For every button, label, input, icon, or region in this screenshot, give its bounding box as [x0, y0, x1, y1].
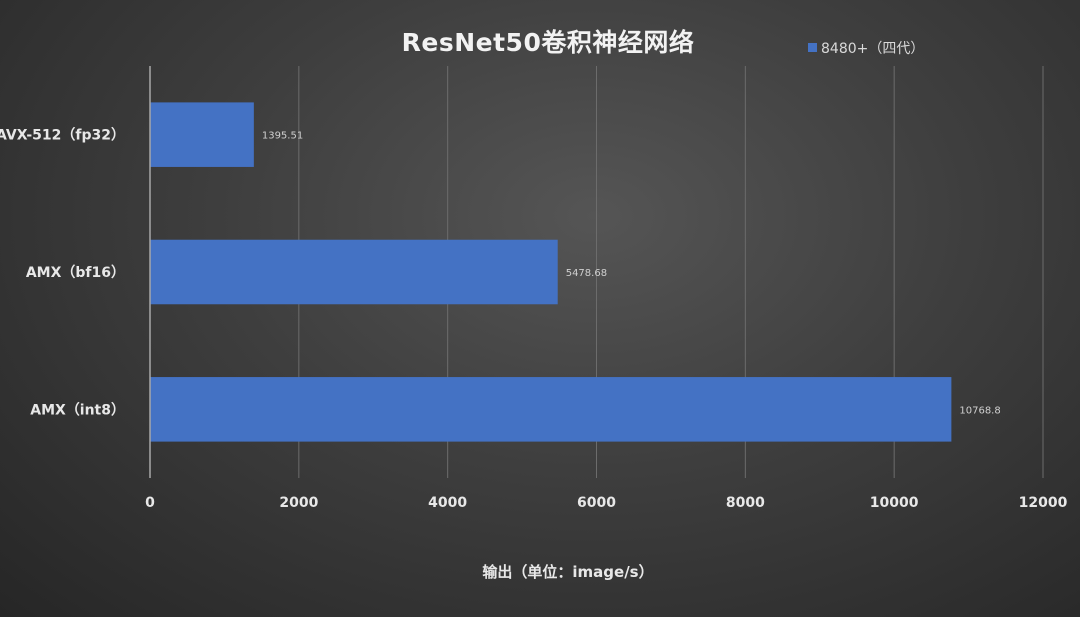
x-tick-labels: 0 2000 4000 6000 8000 10000 12000 — [145, 495, 1067, 511]
x-tick-label: 12000 — [1019, 495, 1068, 511]
bar — [150, 377, 952, 442]
x-tick-label: 10000 — [870, 495, 919, 511]
x-tick-label: 2000 — [279, 495, 318, 511]
bars — [150, 102, 952, 442]
category-label: AMX（int8） — [30, 402, 125, 418]
bar — [150, 239, 558, 305]
category-label: AVX-512（fp32） — [0, 128, 125, 144]
category-label: AMX（bf16） — [26, 265, 125, 281]
data-label: 10768.8 — [959, 405, 1000, 416]
value-labels: 1395.51 5478.68 10768.8 — [262, 131, 1001, 417]
x-tick-label: 8000 — [726, 495, 765, 511]
legend-swatch — [808, 43, 817, 52]
x-tick-label: 6000 — [577, 495, 616, 511]
legend: 8480+（四代） — [808, 41, 924, 57]
x-tick-label: 0 — [145, 495, 155, 511]
chart-title: ResNet50卷积神经网络 — [402, 28, 695, 57]
bar — [150, 102, 254, 167]
category-labels: AVX-512（fp32） AMX（bf16） AMX（int8） — [0, 128, 125, 419]
x-axis-title: 输出（单位：image/s） — [482, 563, 653, 581]
legend-label: 8480+（四代） — [821, 41, 924, 57]
x-tick-label: 4000 — [428, 495, 467, 511]
data-label: 1395.51 — [262, 131, 303, 142]
data-label: 5478.68 — [566, 268, 607, 279]
